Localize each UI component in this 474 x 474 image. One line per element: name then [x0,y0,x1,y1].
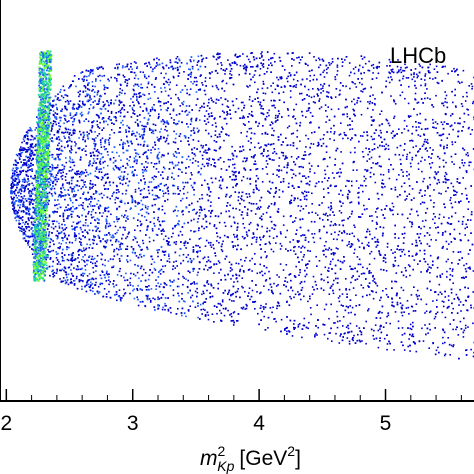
x-tick-label: 4 [253,412,265,435]
scatter-points [10,50,474,360]
x-label-unit-suffix: ] [295,447,301,470]
x-tick-label: 3 [127,412,139,435]
x-ticks: 2 3 4 5 [0,389,462,435]
x-label-unit-sup: 2 [287,443,295,459]
x-tick-label: 2 [0,412,12,435]
x-axis-label: m2 Kp [GeV2] [200,443,301,474]
x-label-symbol: m [200,447,218,470]
x-label-sup: 2 [218,443,226,459]
x-label-sub: Kp [217,458,234,474]
x-tick-label: 5 [380,412,392,435]
lhcb-watermark: LHCb [390,43,446,68]
x-label-unit: [GeV [239,447,287,470]
